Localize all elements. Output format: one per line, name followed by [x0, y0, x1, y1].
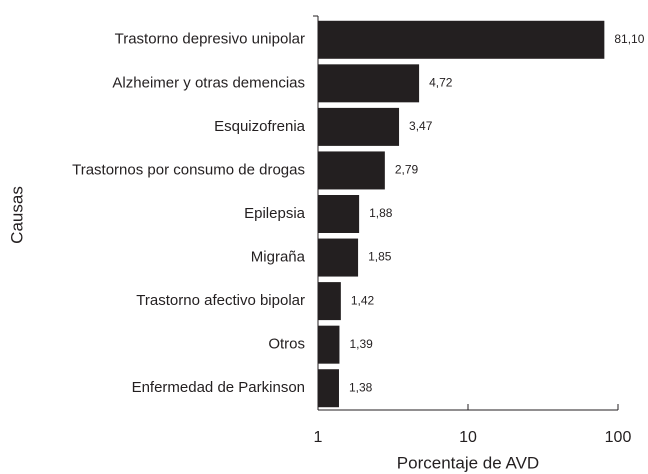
y-tick-label: Otros: [268, 336, 305, 353]
y-tick-label: Esquizofrenia: [214, 118, 306, 135]
value-label: 1,88: [369, 206, 393, 220]
value-label: 1,85: [368, 250, 392, 264]
x-axis-label: Porcentaje de AVD: [397, 453, 539, 472]
bar: [318, 369, 339, 408]
value-label: 1,42: [351, 293, 375, 307]
value-label: 3,47: [409, 119, 433, 133]
y-tick-label: Epilepsia: [244, 205, 306, 222]
bar: [318, 195, 360, 233]
y-axis-label: Causas: [7, 186, 26, 244]
bar: [318, 107, 400, 146]
value-label: 1,38: [349, 380, 373, 394]
y-tick-label: Trastorno afectivo bipolar: [136, 292, 305, 309]
value-label: 1,39: [349, 337, 373, 351]
bar: [318, 282, 341, 321]
bar: [318, 151, 385, 190]
y-tick-label: Migraña: [251, 249, 306, 266]
x-tick-label: 100: [605, 429, 632, 446]
bar: [318, 20, 605, 59]
value-label: 81,10: [614, 32, 644, 46]
bar: [318, 64, 420, 103]
y-tick-label: Trastorno depresivo unipolar: [115, 31, 305, 48]
bar: [318, 325, 340, 364]
value-label: 2,79: [395, 163, 419, 177]
x-tick-label: 1: [314, 429, 323, 446]
value-label: 4,72: [429, 76, 453, 90]
y-tick-label: Trastornos por consumo de drogas: [72, 161, 305, 178]
y-tick-label: Alzheimer y otras demencias: [112, 74, 305, 91]
bar: [318, 238, 359, 277]
x-tick-label: 10: [459, 429, 477, 446]
y-tick-label: Enfermedad de Parkinson: [132, 379, 305, 396]
